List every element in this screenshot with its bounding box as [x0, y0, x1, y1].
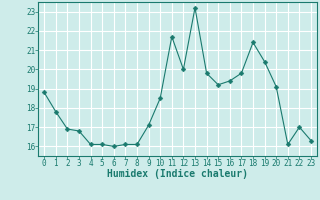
X-axis label: Humidex (Indice chaleur): Humidex (Indice chaleur)	[107, 169, 248, 179]
